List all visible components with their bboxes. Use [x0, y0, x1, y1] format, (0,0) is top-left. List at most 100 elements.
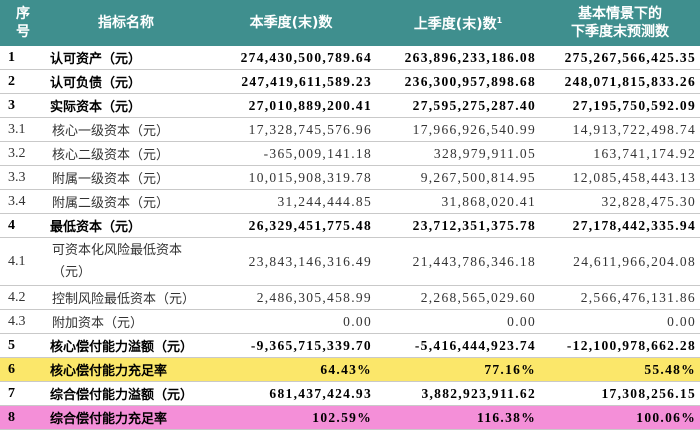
- row-value: 102.59%: [206, 405, 376, 430]
- row-value: -5,416,444,923.74: [376, 333, 540, 358]
- table-row: 6 核心偿付能力充足率 64.43% 77.16% 55.48%: [0, 357, 700, 382]
- header-cell: 指标名称: [46, 0, 206, 46]
- table-row: 8 综合偿付能力充足率 102.59% 116.38% 100.06%: [0, 405, 700, 430]
- row-name: 核心偿付能力溢额（元）: [46, 333, 206, 358]
- table-row: 2 认可负债（元） 247,419,611,589.23 236,300,957,89…: [0, 69, 700, 94]
- row-value: 10,015,908,319.78: [206, 165, 376, 190]
- header-cell: 上季度(末)数1: [376, 0, 540, 46]
- row-number: 4.3: [0, 309, 46, 334]
- table-row: 1 认可资产（元） 274,430,500,789.64 263,896,233,18…: [0, 46, 700, 70]
- header-cell: 本季度(末)数: [206, 0, 376, 46]
- row-value: 17,308,256.15: [540, 381, 700, 406]
- row-number: 2: [0, 69, 46, 94]
- row-value: 23,712,351,375.78: [376, 213, 540, 238]
- row-name: 核心二级资本（元）: [46, 141, 206, 166]
- row-number: 3.4: [0, 189, 46, 214]
- row-value: 3,882,923,911.62: [376, 381, 540, 406]
- row-value: 0.00: [540, 309, 700, 334]
- row-value: 21,443,786,346.18: [376, 237, 540, 286]
- header-text: 上季度(末)数: [413, 16, 497, 33]
- header-note: 1: [496, 16, 503, 26]
- row-value: 24,611,966,204.08: [540, 237, 700, 286]
- row-value: 2,486,305,458.99: [206, 285, 376, 310]
- row-number: 4.2: [0, 285, 46, 310]
- row-value: 64.43%: [206, 357, 376, 382]
- row-number: 3.1: [0, 117, 46, 142]
- row-value: -365,009,141.18: [206, 141, 376, 166]
- row-value: 275,267,566,425.35: [540, 46, 700, 70]
- row-value: 14,913,722,498.74: [540, 117, 700, 142]
- row-value: 31,244,444.85: [206, 189, 376, 214]
- row-name: 核心一级资本（元）: [46, 117, 206, 142]
- table-row: 3.3 附属一级资本（元） 10,015,908,319.78 9,267,500,8…: [0, 165, 700, 190]
- row-number: 6: [0, 357, 46, 382]
- row-number: 4.1: [0, 237, 46, 286]
- row-value: 31,868,020.41: [376, 189, 540, 214]
- row-value: 248,071,815,833.26: [540, 69, 700, 94]
- row-value: 55.48%: [540, 357, 700, 382]
- row-name: 综合偿付能力充足率: [46, 405, 206, 430]
- table-row: 3.2 核心二级资本（元） -365,009,141.18 328,979,911.0…: [0, 141, 700, 166]
- header-text: 序: [16, 6, 30, 22]
- header-cell: 序号: [0, 0, 46, 46]
- row-value: 17,328,745,576.96: [206, 117, 376, 142]
- row-number: 4: [0, 213, 46, 238]
- row-name: 可资本化风险最低资本（元）: [46, 237, 206, 286]
- row-value: -12,100,978,662.28: [540, 333, 700, 358]
- row-value: 247,419,611,589.23: [206, 69, 376, 94]
- header-text: 下季度末预测数: [571, 24, 669, 40]
- row-number: 3.3: [0, 165, 46, 190]
- header-text: 号: [16, 24, 30, 40]
- header-text: 本季度(末)数: [249, 15, 333, 31]
- row-value: 23,843,146,316.49: [206, 237, 376, 286]
- row-value: 12,085,458,443.13: [540, 165, 700, 190]
- table-row: 4 最低资本（元） 26,329,451,775.48 23,712,351,375.…: [0, 213, 700, 238]
- row-name: 核心偿付能力充足率: [46, 357, 206, 382]
- header-cell: 基本情景下的 下季度末预测数: [540, 0, 700, 46]
- table-row: 3.4 附属二级资本（元） 31,244,444.85 31,868,020.41 32…: [0, 189, 700, 214]
- row-value: 100.06%: [540, 405, 700, 430]
- row-value: 27,595,275,287.40: [376, 93, 540, 118]
- row-number: 8: [0, 405, 46, 430]
- row-value: 0.00: [376, 309, 540, 334]
- row-number: 5: [0, 333, 46, 358]
- row-number: 3.2: [0, 141, 46, 166]
- row-number: 7: [0, 381, 46, 406]
- row-value: 163,741,174.92: [540, 141, 700, 166]
- row-name: 控制风险最低资本（元）: [46, 285, 206, 310]
- row-value: 236,300,957,898.68: [376, 69, 540, 94]
- row-name: 附属二级资本（元）: [46, 189, 206, 214]
- row-value: 77.16%: [376, 357, 540, 382]
- row-value: 26,329,451,775.48: [206, 213, 376, 238]
- row-name: 最低资本（元）: [46, 213, 206, 238]
- row-value: 27,178,442,335.94: [540, 213, 700, 238]
- row-value: 27,195,750,592.09: [540, 93, 700, 118]
- row-value: 274,430,500,789.64: [206, 46, 376, 70]
- header-text: 基本情景下的: [578, 6, 662, 22]
- row-name: 实际资本（元）: [46, 93, 206, 118]
- row-value: 17,966,926,540.99: [376, 117, 540, 142]
- row-name: 综合偿付能力溢额（元）: [46, 381, 206, 406]
- row-value: 681,437,424.93: [206, 381, 376, 406]
- row-value: 263,896,233,186.08: [376, 46, 540, 70]
- row-name: 认可资产（元）: [46, 46, 206, 70]
- header-text: 指标名称: [98, 15, 154, 31]
- row-name: 附属一级资本（元）: [46, 165, 206, 190]
- table-row: 3.1 核心一级资本（元） 17,328,745,576.96 17,966,926,…: [0, 117, 700, 142]
- table-row: 4.3 附加资本（元） 0.00 0.00 0.00: [0, 309, 700, 334]
- header-row: 序号指标名称 本季度(末)数 上季度(末)数1 基本情景下的 下季度末预测数: [0, 0, 700, 46]
- table-row: 7 综合偿付能力溢额（元） 681,437,424.93 3,882,923,911.…: [0, 381, 700, 406]
- row-value: 328,979,911.05: [376, 141, 540, 166]
- table-row: 5 核心偿付能力溢额（元） -9,365,715,339.70 -5,416,444,…: [0, 333, 700, 358]
- row-value: 116.38%: [376, 405, 540, 430]
- row-name: 认可负债（元）: [46, 69, 206, 94]
- row-value: 32,828,475.30: [540, 189, 700, 214]
- row-number: 1: [0, 46, 46, 70]
- row-value: 2,566,476,131.86: [540, 285, 700, 310]
- row-value: 9,267,500,814.95: [376, 165, 540, 190]
- row-name: 附加资本（元）: [46, 309, 206, 334]
- table-row: 4.1 可资本化风险最低资本（元） 23,843,146,316.49 21,443,…: [0, 237, 700, 286]
- table-row: 4.2 控制风险最低资本（元） 2,486,305,458.99 2,268,565,…: [0, 285, 700, 310]
